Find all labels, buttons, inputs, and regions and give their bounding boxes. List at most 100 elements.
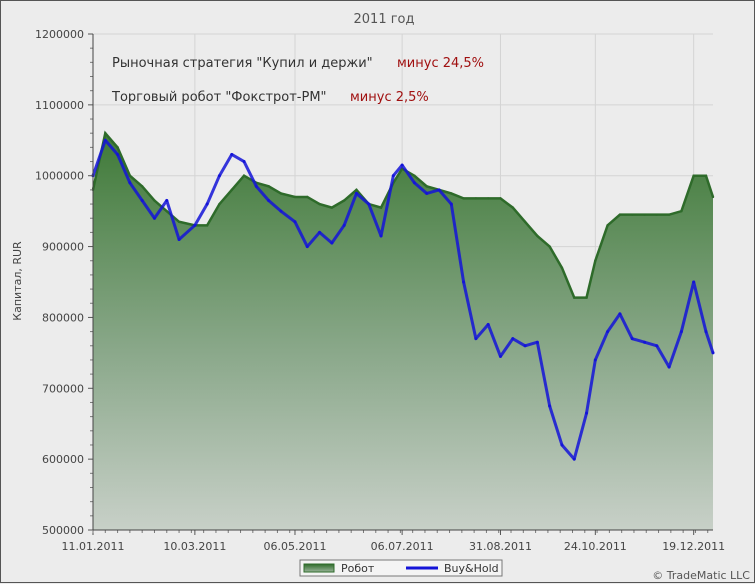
- buyhold-point: [342, 223, 346, 227]
- buyhold-point: [630, 337, 634, 341]
- x-tick-label: 06.05.2011: [263, 540, 326, 553]
- buyhold-point: [217, 174, 221, 178]
- buyhold-point: [140, 199, 144, 203]
- y-tick-label: 1000000: [35, 170, 84, 183]
- x-tick-label: 06.07.2011: [371, 540, 434, 553]
- chart-title: 2011 год: [354, 12, 415, 27]
- robot-point: [342, 199, 346, 202]
- annotation-robot-label: Торговый робот "Фокстрот-РМ": [111, 90, 327, 105]
- robot-point: [606, 224, 609, 227]
- buyhold-point: [177, 237, 181, 241]
- buyhold-point: [535, 340, 539, 344]
- robot-point: [680, 209, 683, 213]
- robot-point: [293, 195, 297, 199]
- robot-point: [165, 209, 168, 213]
- buyhold-point: [330, 241, 334, 245]
- robot-point: [585, 296, 588, 299]
- buyhold-point: [230, 152, 234, 156]
- robot-point: [379, 206, 383, 209]
- annotation-buyhold-value: минус 24,5%: [397, 56, 484, 71]
- y-tick-label: 500000: [42, 524, 84, 537]
- buyhold-point: [560, 443, 564, 447]
- robot-point: [462, 197, 465, 200]
- buyhold-point: [523, 344, 527, 348]
- buyhold-point: [585, 411, 589, 415]
- buyhold-point: [103, 138, 107, 142]
- robot-point: [450, 192, 453, 195]
- legend-label-buyhold: Buy&Hold: [444, 562, 499, 575]
- buyhold-point: [498, 354, 502, 358]
- buyhold-point: [354, 191, 358, 195]
- robot-point: [643, 213, 646, 216]
- buyhold-point: [711, 351, 715, 355]
- buyhold-point: [193, 223, 197, 227]
- buyhold-point: [152, 216, 156, 220]
- buyhold-point: [293, 220, 297, 224]
- robot-point: [711, 195, 715, 199]
- buyhold-point: [474, 337, 478, 341]
- legend: Робот Buy&Hold: [299, 559, 503, 577]
- buyhold-point: [511, 337, 515, 341]
- robot-point: [594, 259, 597, 262]
- buyhold-point: [548, 404, 552, 408]
- y-tick-label: 1200000: [35, 28, 84, 41]
- buyhold-point: [318, 230, 322, 234]
- robot-point: [704, 174, 708, 177]
- buyhold-point: [379, 234, 383, 238]
- robot-point: [692, 174, 695, 177]
- robot-point: [618, 213, 622, 216]
- robot-point: [667, 213, 671, 216]
- buyhold-point: [593, 358, 597, 362]
- annotation-robot-value: минус 2,5%: [350, 90, 429, 105]
- robot-point: [413, 174, 416, 177]
- buyhold-point: [267, 199, 271, 203]
- robot-point: [523, 220, 527, 223]
- buyhold-point: [412, 181, 416, 185]
- buyhold-point: [128, 181, 132, 185]
- buyhold-line-layer: [91, 138, 715, 461]
- y-tick-label: 600000: [42, 453, 84, 466]
- annotation-buyhold-label: Рыночная стратегия "Купил и держи": [112, 56, 373, 71]
- buyhold-point: [704, 330, 708, 334]
- buyhold-point: [254, 184, 258, 188]
- buyhold-point: [667, 365, 671, 369]
- robot-point: [177, 220, 181, 223]
- robot-point: [230, 188, 233, 192]
- buyhold-point: [279, 209, 283, 213]
- buyhold-point: [205, 202, 209, 206]
- robot-point: [218, 202, 221, 206]
- legend-swatch-robot: [303, 563, 335, 573]
- x-tick-label: 10.03.2011: [163, 540, 226, 553]
- x-tick-label: 11.01.2011: [62, 540, 125, 553]
- robot-point: [536, 234, 539, 238]
- annotation-buyhold: Рыночная стратегия "Купил и держи" минус…: [112, 56, 484, 71]
- buyhold-point: [400, 163, 404, 167]
- buyhold-point: [367, 202, 371, 206]
- axis-layer: 500000 600000 700000 800000 900000 1000000 110…: [35, 28, 725, 553]
- robot-point: [242, 174, 246, 177]
- legend-box: [299, 559, 503, 577]
- buyhold-point: [618, 312, 622, 316]
- buyhold-point: [437, 188, 441, 192]
- buyhold-point: [449, 202, 453, 206]
- y-axis-title: Капитал, RUR: [11, 241, 24, 321]
- x-tick-label: 31.08.2011: [469, 540, 532, 553]
- robot-point: [330, 206, 334, 209]
- robot-point: [548, 245, 551, 248]
- buyhold-point: [242, 160, 246, 164]
- buyhold-point: [486, 323, 490, 327]
- robot-point: [140, 185, 144, 188]
- robot-point: [631, 213, 634, 216]
- y-tick-label: 900000: [42, 241, 84, 254]
- buyhold-point: [679, 330, 683, 334]
- buyhold-point: [425, 191, 429, 195]
- copyright-text: © TradeMatic LLC: [652, 569, 750, 582]
- robot-point: [306, 195, 309, 199]
- robot-point: [486, 197, 490, 200]
- annotation-robot: Торговый робот "Фокстрот-РМ" минус 2,5%: [111, 90, 429, 105]
- robot-point: [355, 188, 358, 192]
- robot-point: [153, 199, 156, 202]
- robot-point: [318, 202, 321, 206]
